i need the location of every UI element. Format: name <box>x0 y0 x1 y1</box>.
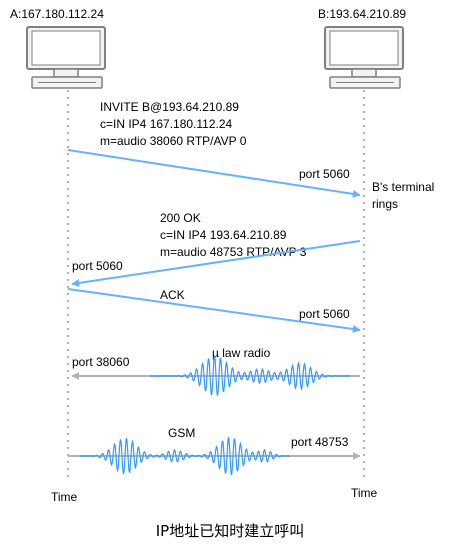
gsm-label: GSM <box>168 426 195 440</box>
mulaw-waveform <box>150 355 350 396</box>
time-label-b: Time <box>351 486 378 500</box>
b-terminal-note-line-1: B's terminal <box>372 180 434 194</box>
ack-arrow <box>67 288 361 333</box>
computer-b-icon <box>324 26 404 89</box>
invite-line-2: c=IN IP4 167.180.112.24 <box>100 117 233 131</box>
ok-line-2: c=IN IP4 193.64.210.89 <box>160 228 287 242</box>
ok-port: port 5060 <box>72 259 123 273</box>
host-b-label: B:193.64.210.89 <box>318 7 406 21</box>
gsm-port: port 48753 <box>291 435 349 449</box>
invite-line-1: INVITE B@193.64.210.89 <box>100 100 239 114</box>
invite-message: INVITE B@193.64.210.89 c=IN IP4 167.180.… <box>100 100 247 148</box>
gsm-waveform <box>80 437 291 475</box>
mulaw-label: µ law radio <box>212 346 271 360</box>
invite-port: port 5060 <box>299 167 350 181</box>
host-a-label: A:167.180.112.24 <box>10 7 104 21</box>
time-label-a: Time <box>51 490 78 504</box>
b-terminal-note-line-2: rings <box>372 197 398 211</box>
invite-line-3: m=audio 38060 RTP/AVP 0 <box>100 134 247 148</box>
mulaw-port: port 38060 <box>72 355 130 369</box>
diagram-caption: IP地址已知时建立呼叫 <box>156 522 304 540</box>
ok-line-3: m=audio 48753 RTP/AVP 3 <box>160 245 307 259</box>
invite-arrow <box>67 149 361 198</box>
ok-arrow <box>71 240 361 287</box>
ok-message: 200 OK c=IN IP4 193.64.210.89 m=audio 48… <box>160 211 307 259</box>
ack-port: port 5060 <box>299 307 350 321</box>
ok-line-1: 200 OK <box>160 211 201 225</box>
ack-label: ACK <box>160 288 185 302</box>
computer-a-icon <box>26 26 106 89</box>
